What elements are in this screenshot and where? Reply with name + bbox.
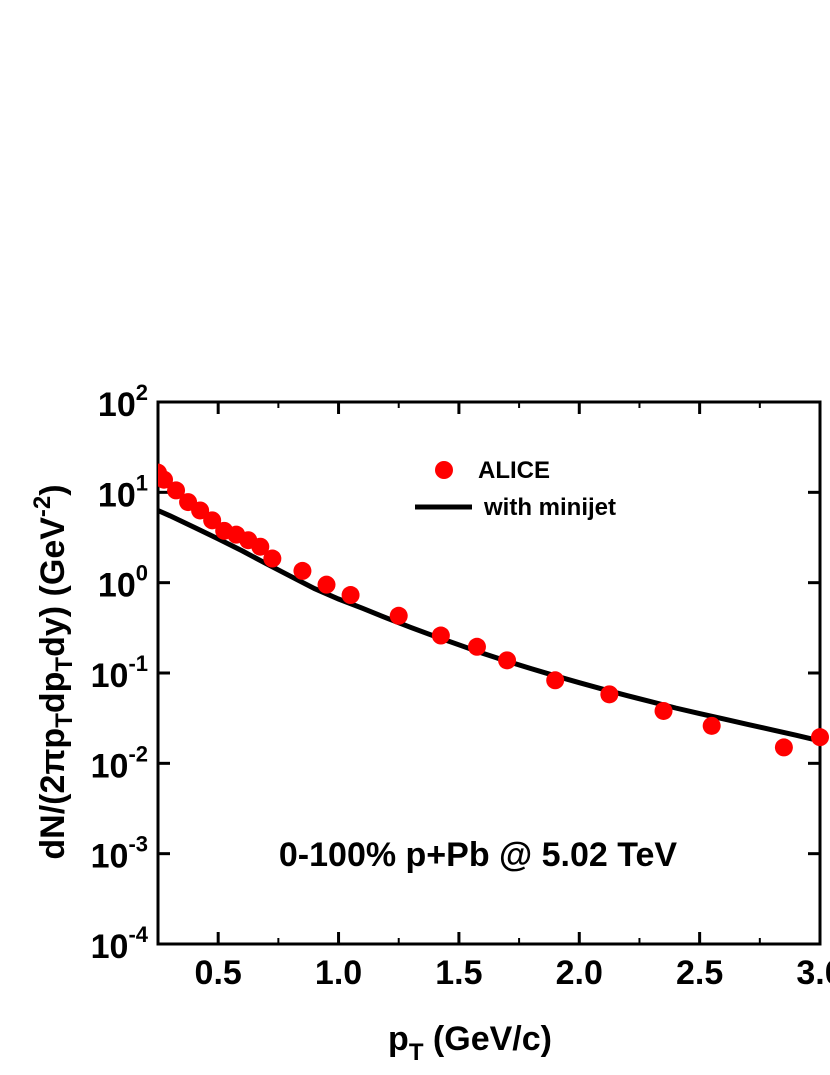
data-point-alice <box>389 606 408 625</box>
y-tick-label: 10-4 <box>91 922 149 966</box>
y-tick-label: 10-3 <box>91 832 148 876</box>
y-tick-label: 101 <box>98 470 148 514</box>
legend-marker-alice <box>435 461 453 479</box>
data-point-alice <box>702 716 721 735</box>
y-tick-labels: 10-4 10-3 10-2 10-1 100 101 102 <box>91 380 149 966</box>
y-tick-label: 102 <box>98 380 148 424</box>
x-tick-label: 2.0 <box>556 954 603 992</box>
data-point-alice <box>600 685 619 704</box>
x-tick-labels: 0.5 1.0 1.5 2.0 2.5 3.0 <box>195 954 830 992</box>
legend: ALICE with minijet <box>415 457 616 521</box>
x-tick-label: 0.5 <box>195 954 242 992</box>
data-point-alice <box>546 671 565 690</box>
data-point-alice <box>263 549 282 568</box>
data-point-alice <box>774 738 793 757</box>
x-axis-title: pT (GeV/c) <box>388 1020 552 1066</box>
y-tick-label: 100 <box>98 561 148 605</box>
series-alice <box>158 463 829 757</box>
y-tick-label: 10-2 <box>91 741 148 785</box>
legend-label-with-minijet: with minijet <box>483 494 616 521</box>
legend-label-alice: ALICE <box>478 457 550 484</box>
data-point-alice <box>654 701 673 720</box>
axis-ticks <box>157 400 822 946</box>
x-tick-label: 1.0 <box>315 954 362 992</box>
x-tick-label: 1.5 <box>435 954 482 992</box>
data-point-alice <box>317 575 336 594</box>
data-point-alice <box>811 728 829 747</box>
data-point-alice <box>251 537 270 556</box>
data-point-alice <box>167 481 186 500</box>
annotation: 0-100% p+Pb @ 5.02 TeV <box>279 836 678 874</box>
data-point-alice <box>203 511 222 530</box>
data-point-alice <box>431 626 450 645</box>
data-point-alice <box>158 470 174 489</box>
x-tick-label: 3.0 <box>796 954 830 992</box>
y-axis-title: dN/(2πpTdpTdy) (GeV-2) <box>29 484 78 859</box>
y-tick-label: 10-1 <box>91 651 148 695</box>
data-point-alice <box>293 561 312 580</box>
data-point-alice <box>467 637 486 656</box>
data-point-alice <box>498 651 517 670</box>
data-point-alice <box>191 501 210 520</box>
data-point-alice <box>341 586 360 605</box>
x-tick-label: 2.5 <box>676 954 723 992</box>
